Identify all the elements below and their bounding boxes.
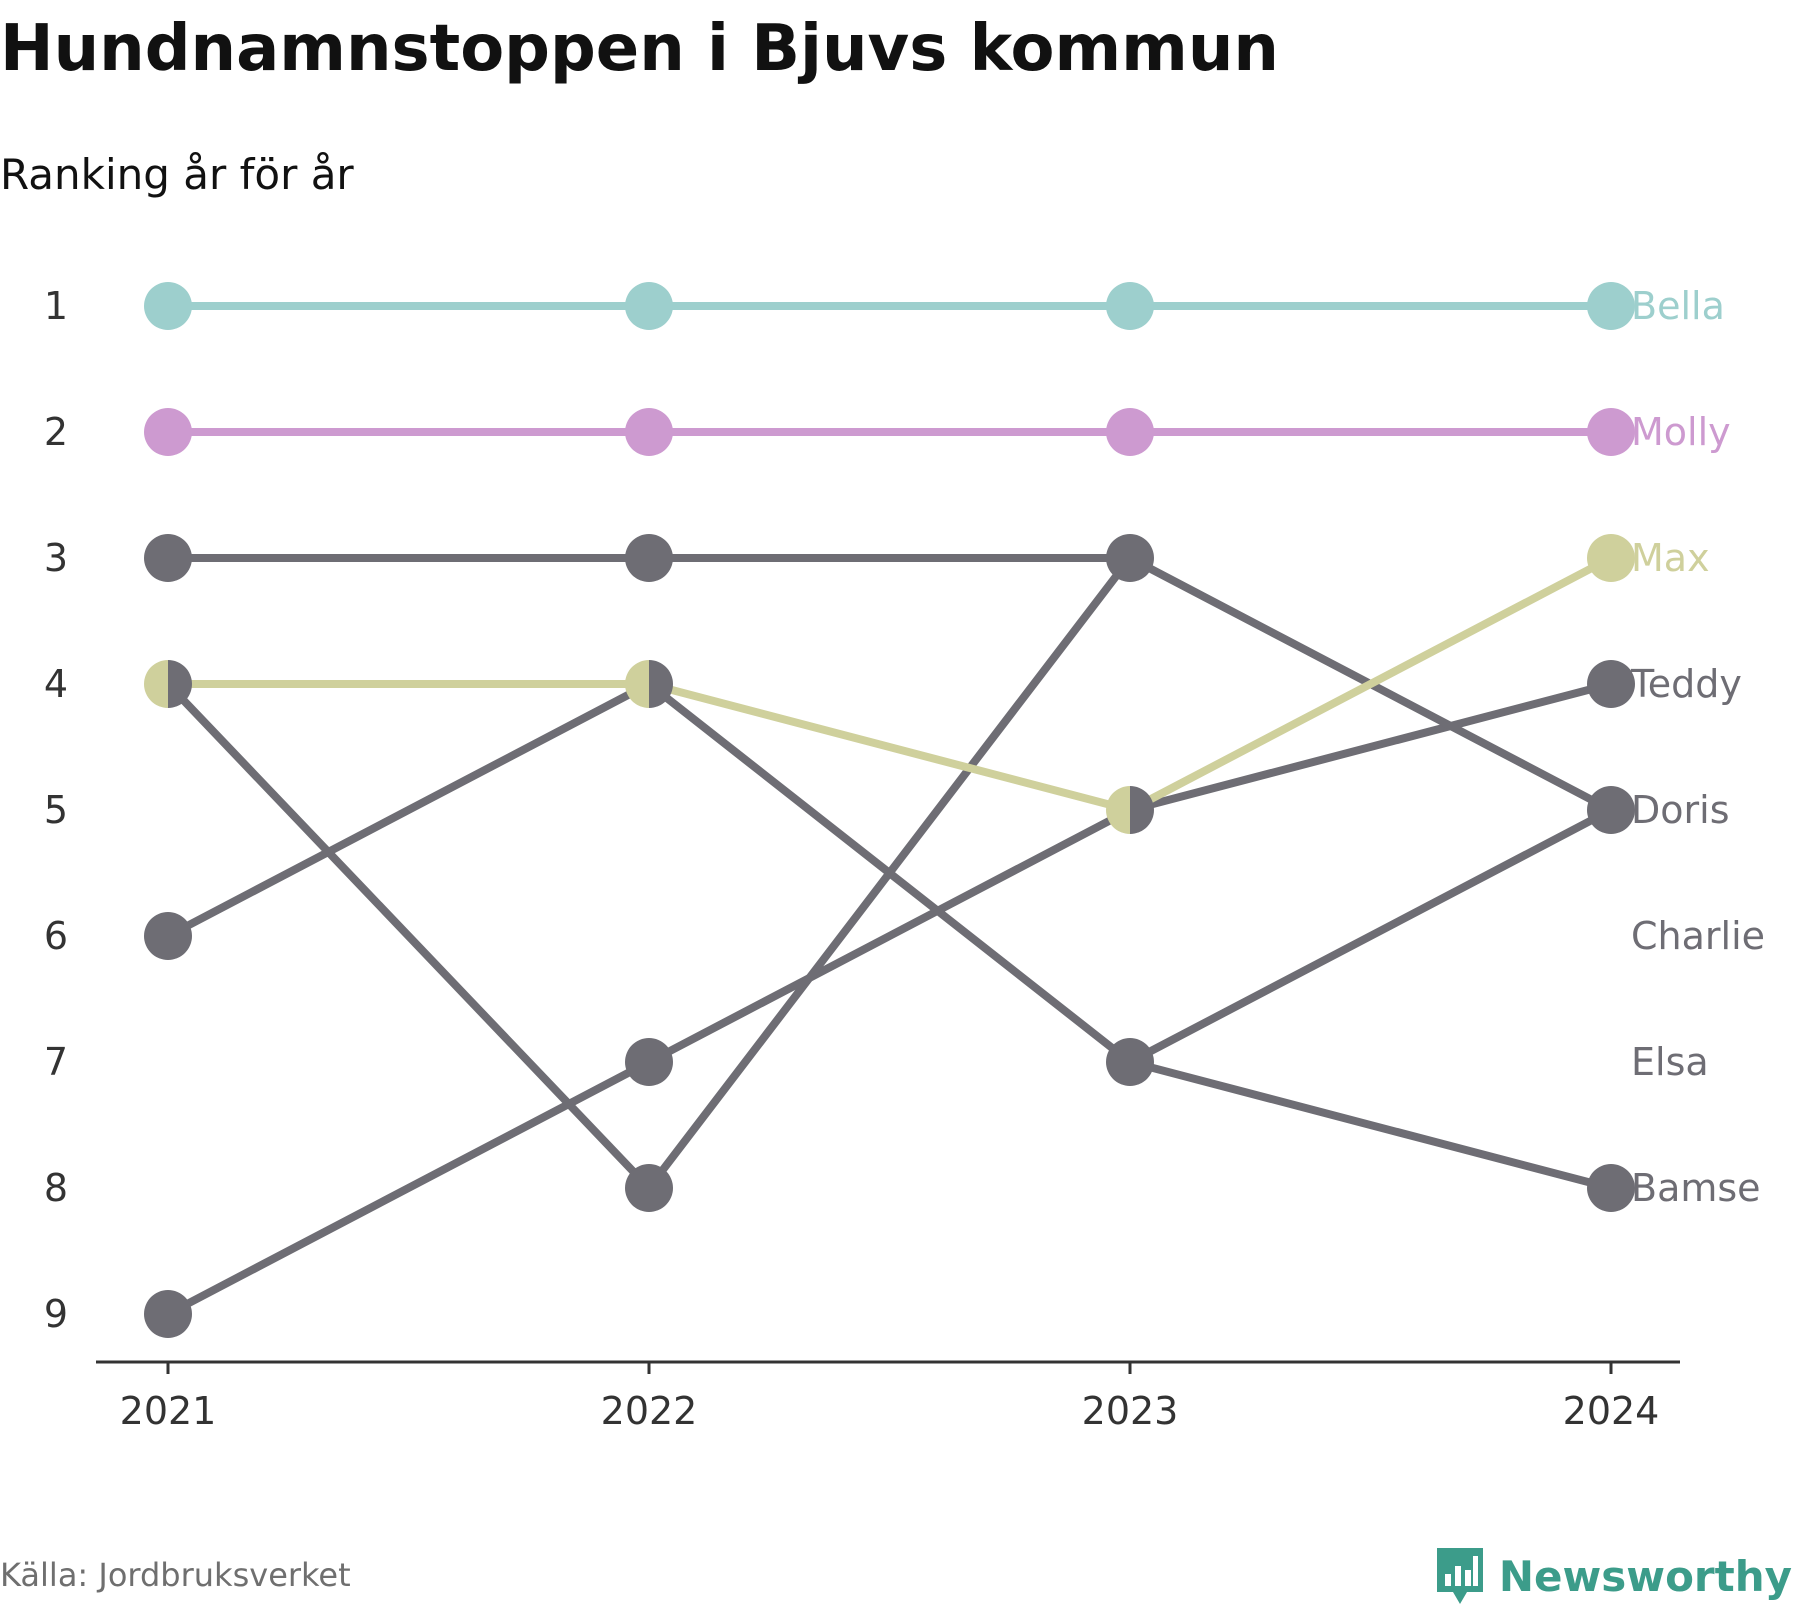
series-line-teddy — [1126, 680, 1615, 814]
brand-logo: Newsworthy — [1435, 1546, 1792, 1606]
data-point — [625, 1038, 673, 1086]
y-tick-label: 5 — [44, 788, 68, 832]
data-point — [144, 408, 192, 456]
newsworthy-logo-icon — [1436, 1548, 1483, 1604]
series-line-max — [1126, 554, 1615, 814]
x-tick-label: 2023 — [1082, 1389, 1179, 1433]
series-line-teddy — [164, 1058, 653, 1318]
series-line-segment-8 — [645, 554, 1134, 1192]
series-label-bella: Bella — [1631, 284, 1725, 328]
source-note: Källa: Jordbruksverket — [0, 1556, 351, 1594]
series-line-segment-9 — [1126, 806, 1615, 1066]
series-label-bamse: Bamse — [1631, 1166, 1761, 1210]
series-labels: Bella Molly Max Teddy Doris Charlie Elsa Bamse — [1630, 284, 1765, 1210]
data-point — [144, 534, 192, 582]
data-point — [1587, 408, 1635, 456]
series-line-charlie — [164, 680, 653, 1192]
y-tick-label: 3 — [44, 536, 68, 580]
series-label-doris: Doris — [1631, 788, 1730, 832]
data-point — [1587, 660, 1635, 708]
y-tick-label: 9 — [44, 1292, 68, 1336]
data-point-half — [168, 660, 192, 708]
chart-subtitle: Ranking år för år — [0, 150, 354, 199]
x-tick-label: 2024 — [1563, 1389, 1660, 1433]
data-point — [1106, 408, 1154, 456]
data-point — [144, 912, 192, 960]
series-line-teddy — [645, 806, 1134, 1066]
brand-name: Newsworthy — [1498, 1551, 1792, 1601]
series-label-molly: Molly — [1631, 410, 1731, 454]
y-tick-label: 6 — [44, 914, 68, 958]
y-tick-label: 7 — [44, 1040, 68, 1084]
x-tick-label: 2022 — [601, 1389, 698, 1433]
series-dots — [144, 282, 1635, 1338]
y-tick-label: 2 — [44, 410, 68, 454]
data-point — [625, 282, 673, 330]
data-point-half — [625, 660, 649, 708]
data-point — [1587, 282, 1635, 330]
series-line-bamse — [1126, 1058, 1615, 1192]
data-point-half — [1106, 786, 1130, 834]
data-point-half — [144, 660, 168, 708]
data-point-half — [1130, 786, 1154, 834]
data-point — [625, 534, 673, 582]
data-point — [144, 282, 192, 330]
data-point — [1106, 282, 1154, 330]
data-point — [144, 1290, 192, 1338]
series-lines — [164, 302, 1615, 1318]
y-tick-label: 4 — [44, 662, 68, 706]
data-point — [625, 408, 673, 456]
series-label-charlie: Charlie — [1631, 914, 1765, 958]
data-point — [625, 1164, 673, 1212]
series-label-max: Max — [1631, 536, 1710, 580]
axes: 1 2 3 4 5 6 7 8 9 2021 2022 2023 2024 — [44, 284, 1680, 1433]
y-tick-label: 1 — [44, 284, 68, 328]
data-point — [1587, 786, 1635, 834]
series-label-elsa: Elsa — [1631, 1040, 1709, 1084]
data-point — [1587, 534, 1635, 582]
data-point — [1587, 1164, 1635, 1212]
x-tick-label: 2021 — [120, 1389, 217, 1433]
data-point-half — [649, 660, 673, 708]
data-point — [1106, 534, 1154, 582]
series-label-teddy: Teddy — [1630, 662, 1742, 706]
data-point — [1106, 1038, 1154, 1086]
y-tick-label: 8 — [44, 1166, 68, 1210]
series-line-elsa — [164, 680, 653, 940]
series-line-max — [645, 680, 1134, 814]
chart-title: Hundnamnstoppen i Bjuvs kommun — [0, 12, 1279, 86]
